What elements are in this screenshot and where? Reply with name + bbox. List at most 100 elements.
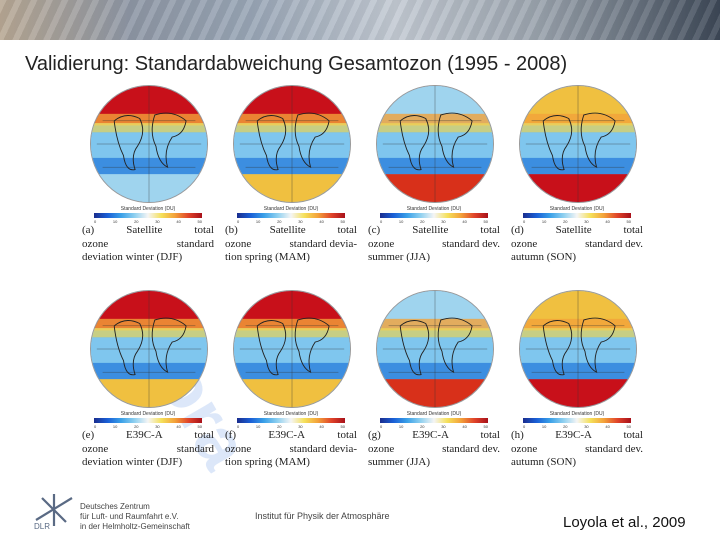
caption-word: standard dev.	[442, 442, 500, 455]
panel-caption: (a) Satellite total ozone standard deviatio…	[82, 224, 214, 265]
colorbar-title: Standard Deviation (DU)	[120, 206, 176, 212]
slide-title: Validierung: Standardabweichung Gesamtoz…	[25, 53, 568, 75]
caption-season: tion spring (MAM)	[225, 251, 310, 263]
panel-caption: (g) E39C-A total ozone standard dev. summer…	[368, 429, 500, 470]
caption-source: E39C-A	[125, 429, 163, 441]
globe-map-icon	[376, 290, 494, 408]
caption-word: total	[194, 429, 214, 441]
map-panel: Standard Deviation (DU) 0 10 20 30 40 50 (h) E…	[511, 290, 643, 480]
caption-word: standard devia-	[289, 237, 358, 250]
colorbar-tick: 20	[563, 424, 568, 429]
colorbar-tick: 50	[340, 424, 345, 429]
caption-season: autumn (SON)	[511, 456, 577, 468]
colorbar-tick: 40	[319, 219, 324, 224]
colorbar-tick: 50	[626, 219, 631, 224]
colorbar-tick: 20	[420, 424, 425, 429]
globe-map-icon	[90, 290, 208, 408]
organization-name: Deutsches Zentrum für Luft- und Raumfahr…	[80, 502, 190, 532]
caption-season: deviation winter (DJF)	[82, 251, 183, 263]
colorbar	[523, 418, 631, 423]
caption-word: ozone	[368, 442, 395, 455]
colorbar-tick: 30	[155, 219, 160, 224]
colorbar-title: Standard Deviation (DU)	[549, 206, 605, 212]
caption-label: (h)	[511, 429, 524, 441]
colorbar-tick: 30	[298, 424, 303, 429]
caption-label: (f)	[225, 429, 236, 441]
colorbar-tick: 30	[584, 219, 589, 224]
map-panel: Standard Deviation (DU) 0 10 20 30 40 50 (c) S…	[368, 85, 500, 275]
caption-word: standard dev.	[442, 237, 500, 250]
org-line-3: in der Helmholtz-Gemeinschaft	[80, 522, 190, 531]
globe-map-icon	[519, 290, 637, 408]
caption-word: ozone	[511, 442, 538, 455]
globe-map-icon	[233, 290, 351, 408]
colorbar-tick: 10	[398, 424, 404, 429]
colorbar	[94, 418, 202, 423]
colorbar	[94, 213, 202, 218]
map-panel: Standard Deviation (DU) 0 10 20 30 40 50 (b) S…	[225, 85, 357, 275]
caption-word: total	[337, 429, 357, 441]
caption-word: total	[480, 429, 500, 441]
colorbar-tick: 0	[237, 424, 240, 429]
caption-label: (d)	[511, 224, 524, 236]
colorbar-tick: 50	[197, 424, 202, 429]
caption-word: standard devia-	[289, 442, 358, 455]
globe-map-icon	[376, 85, 494, 203]
org-line-2: für Luft- und Raumfahrt e.V.	[80, 512, 179, 521]
colorbar	[380, 418, 488, 423]
caption-source: E39C-A	[555, 429, 592, 441]
map-panel: Standard Deviation (DU) 0 10 20 30 40 50 (f) E…	[225, 290, 357, 480]
caption-word: standard	[176, 237, 214, 250]
caption-word: ozone	[368, 237, 395, 250]
colorbar-tick: 50	[483, 424, 488, 429]
colorbar-title: Standard Deviation (DU)	[263, 411, 319, 417]
map-panel: Standard Deviation (DU) 0 10 20 30 40 50 (d) S…	[511, 85, 643, 275]
globe-map-icon	[233, 85, 351, 203]
caption-season: deviation winter (DJF)	[82, 456, 183, 468]
colorbar-title: Standard Deviation (DU)	[406, 206, 462, 212]
caption-word: total	[480, 224, 500, 236]
panel-caption: (h) E39C-A total ozone standard dev. autumn…	[511, 429, 643, 470]
institute-name: Institut für Physik der Atmosphäre	[255, 511, 390, 521]
caption-label: (e)	[82, 429, 95, 441]
colorbar-tick: 0	[380, 219, 383, 224]
colorbar-tick: 10	[541, 219, 547, 224]
panel-caption: (c) Satellite total ozone standard dev. sum…	[368, 224, 500, 265]
caption-source: E39C-A	[268, 429, 306, 441]
colorbar-tick: 30	[441, 219, 446, 224]
colorbar-tick: 0	[523, 219, 526, 224]
colorbar-tick: 10	[255, 219, 261, 224]
svg-text:DLR: DLR	[34, 522, 50, 530]
org-line-1: Deutsches Zentrum	[80, 502, 150, 511]
colorbar-tick: 20	[134, 219, 139, 224]
colorbar-title: Standard Deviation (DU)	[120, 411, 176, 417]
colorbar-ticks: 0 10 20 30 40 50	[523, 219, 631, 224]
colorbar-tick: 10	[112, 424, 118, 429]
colorbar-tick: 20	[134, 424, 139, 429]
caption-source: Satellite	[126, 224, 163, 236]
colorbar-tick: 30	[441, 424, 446, 429]
colorbar-tick: 30	[584, 424, 589, 429]
colorbar-ticks: 0 10 20 30 40 50	[380, 219, 488, 224]
colorbar-tick: 50	[340, 219, 345, 224]
colorbar-ticks: 0 10 20 30 40 50	[94, 219, 202, 224]
caption-word: total	[623, 429, 643, 441]
colorbar-tick: 10	[255, 424, 261, 429]
colorbar-tick: 20	[277, 219, 282, 224]
caption-label: (c)	[368, 224, 381, 236]
caption-word: ozone	[82, 442, 109, 455]
colorbar-tick: 40	[176, 424, 181, 429]
caption-word: ozone	[511, 237, 538, 250]
globe-map-icon	[519, 85, 637, 203]
panel-caption: (f) E39C-A total ozone standard devia- tion…	[225, 429, 357, 470]
caption-season: autumn (SON)	[511, 251, 577, 263]
colorbar-tick: 0	[523, 424, 526, 429]
caption-word: total	[623, 224, 643, 236]
colorbar-ticks: 0 10 20 30 40 50	[237, 424, 345, 429]
citation: Loyola et al., 2009	[563, 514, 686, 531]
caption-source: Satellite	[555, 224, 592, 236]
caption-word: total	[337, 224, 357, 236]
caption-source: Satellite	[269, 224, 306, 236]
colorbar-tick: 10	[398, 219, 404, 224]
caption-source: E39C-A	[412, 429, 449, 441]
